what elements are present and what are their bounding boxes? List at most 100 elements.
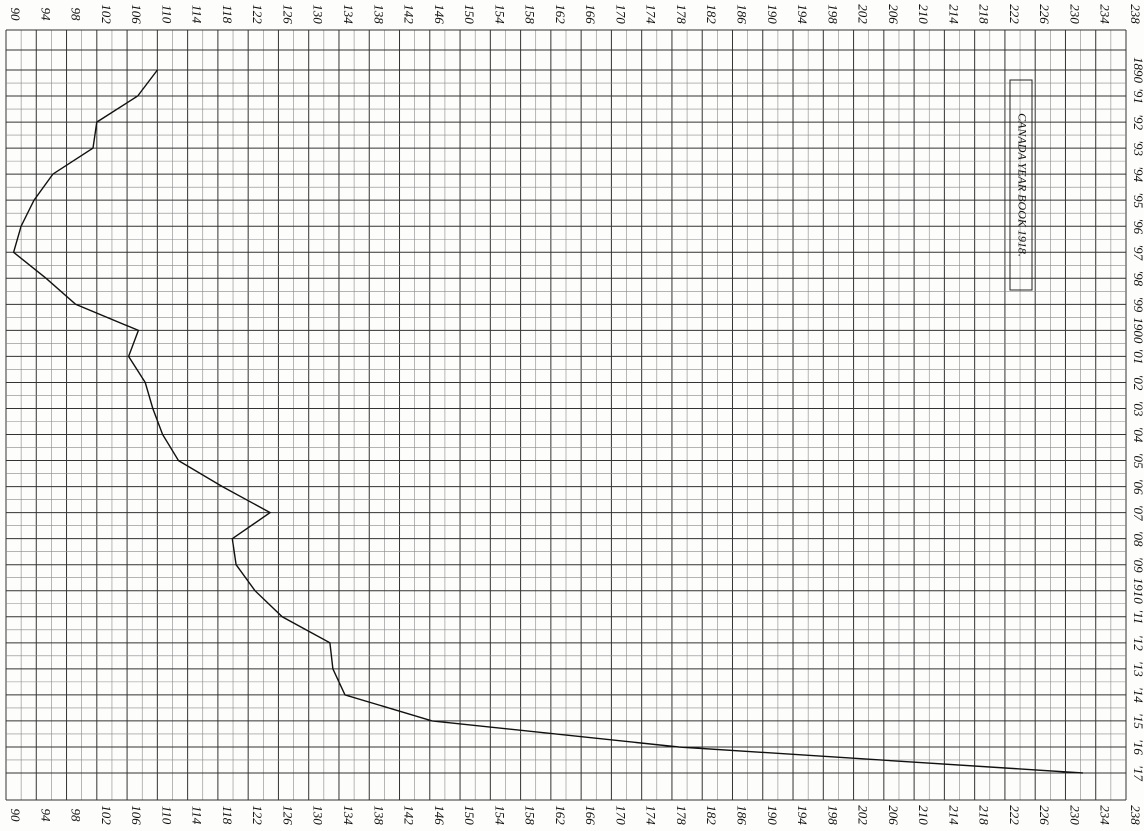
x-tick-label-top: 182	[704, 4, 719, 24]
y-tick-label: '93	[1131, 140, 1144, 156]
x-tick-label-bottom: 146	[432, 805, 447, 825]
y-tick-label: '02	[1131, 375, 1144, 391]
y-tick-label: '99	[1131, 296, 1144, 312]
x-tick-label-top: 94	[38, 8, 53, 22]
x-tick-label-bottom: 162	[553, 805, 568, 825]
x-tick-label-top: 154	[492, 4, 507, 24]
x-tick-label-bottom: 234	[1098, 805, 1113, 825]
x-tick-label-bottom: 194	[795, 805, 810, 825]
x-tick-label-bottom: 106	[129, 805, 144, 825]
y-tick-label: '13	[1131, 661, 1144, 677]
x-tick-label-top: 114	[190, 5, 205, 24]
x-tick-label-top: 158	[523, 4, 538, 24]
x-tick-label-bottom: 170	[613, 805, 628, 825]
y-tick-label: '12	[1131, 635, 1144, 651]
x-tick-label-top: 234	[1098, 4, 1113, 24]
x-tick-label-top: 90	[8, 8, 23, 22]
x-tick-label-bottom: 158	[523, 805, 538, 825]
y-tick-label: 1890	[1131, 57, 1144, 84]
x-tick-label-top: 174	[644, 4, 659, 24]
x-tick-label-bottom: 166	[583, 805, 598, 825]
x-tick-label-top: 102	[99, 4, 114, 24]
x-tick-label-top: 146	[432, 4, 447, 24]
x-tick-label-top: 110	[159, 5, 174, 24]
x-tick-label-top: 122	[250, 4, 265, 24]
x-tick-label-bottom: 186	[735, 805, 750, 825]
y-tick-label: '09	[1131, 557, 1144, 573]
x-tick-label-bottom: 214	[946, 805, 961, 825]
x-tick-label-bottom: 222	[1007, 805, 1022, 825]
y-tick-label: '17	[1131, 765, 1144, 781]
x-tick-label-bottom: 178	[674, 805, 689, 825]
x-tick-label-top: 230	[1067, 4, 1082, 24]
x-tick-label-top: 142	[402, 4, 417, 24]
y-tick-label: '11	[1131, 609, 1144, 624]
x-tick-label-top: 206	[886, 4, 901, 24]
y-tick-label: '03	[1131, 401, 1144, 417]
y-tick-label: '97	[1131, 244, 1144, 260]
x-tick-label-top: 186	[735, 4, 750, 24]
x-tick-label-top: 126	[280, 4, 295, 24]
x-tick-label-bottom: 190	[765, 805, 780, 825]
y-tick-label: '06	[1131, 479, 1144, 495]
data-line	[12, 69, 1083, 774]
x-tick-label-bottom: 142	[402, 805, 417, 825]
x-tick-label-bottom: 150	[462, 805, 477, 825]
x-tick-label-bottom: 114	[190, 806, 205, 825]
x-tick-label-top: 118	[220, 5, 235, 24]
annotation: CANADA YEAR BOOK 1918.	[1015, 113, 1029, 257]
x-tick-label-bottom: 110	[159, 806, 174, 825]
x-tick-label-bottom: 230	[1067, 805, 1082, 825]
y-tick-label: '94	[1131, 166, 1144, 182]
x-tick-label-top: 130	[311, 4, 326, 24]
x-tick-label-bottom: 94	[38, 809, 53, 823]
x-tick-label-bottom: 102	[99, 805, 114, 825]
x-tick-label-bottom: 210	[916, 805, 931, 825]
x-tick-label-bottom: 218	[977, 805, 992, 825]
x-tick-label-bottom: 182	[704, 805, 719, 825]
x-tick-label-top: 198	[825, 4, 840, 24]
y-tick-label: 1910	[1131, 578, 1144, 605]
y-tick-label: '92	[1131, 114, 1144, 130]
x-tick-label-bottom: 198	[825, 805, 840, 825]
y-tick-label: '14	[1131, 687, 1144, 703]
y-tick-label: 1900	[1131, 317, 1144, 344]
y-tick-label: '98	[1131, 270, 1144, 286]
x-tick-label-top: 98	[69, 8, 84, 22]
x-tick-label-bottom: 118	[220, 806, 235, 825]
x-tick-label-top: 134	[341, 4, 356, 24]
y-tick-label: '96	[1131, 218, 1144, 234]
x-tick-label-top: 238	[1128, 4, 1143, 24]
y-tick-label: '05	[1131, 453, 1144, 469]
x-tick-label-top: 106	[129, 4, 144, 24]
x-tick-label-top: 194	[795, 4, 810, 24]
x-tick-label-top: 218	[977, 4, 992, 24]
x-tick-label-bottom: 134	[341, 805, 356, 825]
x-tick-label-top: 166	[583, 4, 598, 24]
x-tick-label-bottom: 130	[311, 805, 326, 825]
x-tick-label-bottom: 126	[280, 805, 295, 825]
y-tick-label: '91	[1131, 88, 1144, 104]
x-tick-label-bottom: 98	[69, 809, 84, 823]
x-tick-label-top: 150	[462, 4, 477, 24]
x-tick-label-top: 222	[1007, 4, 1022, 24]
x-tick-label-bottom: 138	[371, 805, 386, 825]
x-tick-label-bottom: 202	[856, 805, 871, 825]
y-tick-label: '15	[1131, 713, 1144, 729]
x-tick-label-bottom: 206	[886, 805, 901, 825]
x-tick-label-bottom: 238	[1128, 805, 1143, 825]
x-tick-label-top: 214	[946, 4, 961, 24]
x-tick-label-top: 210	[916, 4, 931, 24]
y-tick-label: '07	[1131, 505, 1144, 521]
x-tick-label-top: 178	[674, 4, 689, 24]
y-tick-label: '01	[1131, 349, 1144, 365]
x-tick-label-bottom: 154	[492, 805, 507, 825]
x-tick-label-bottom: 90	[8, 809, 23, 823]
annotation-box	[1009, 79, 1033, 291]
y-tick-label: '08	[1131, 531, 1144, 547]
x-tick-label-top: 170	[613, 4, 628, 24]
x-tick-label-top: 226	[1037, 4, 1052, 24]
x-tick-label-bottom: 226	[1037, 805, 1052, 825]
